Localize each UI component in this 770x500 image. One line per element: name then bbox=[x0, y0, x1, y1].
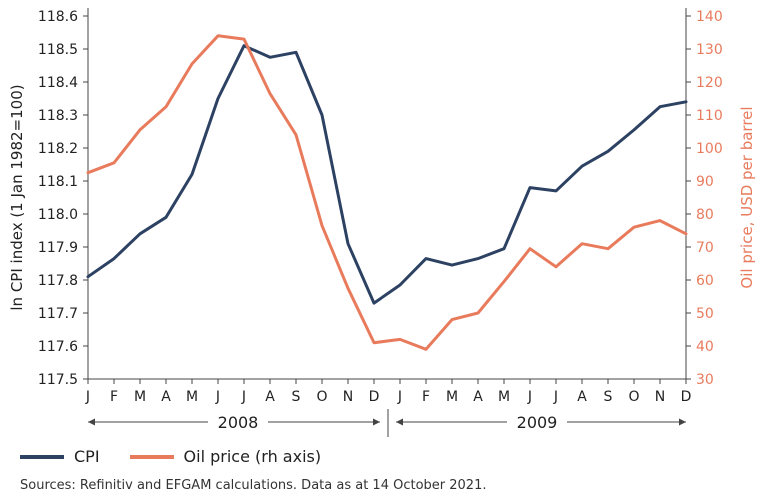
left-tick-label: 117.7 bbox=[38, 306, 78, 322]
x-tick-label: M bbox=[446, 389, 458, 405]
right-tick-label: 120 bbox=[696, 75, 723, 91]
right-tick-label: 30 bbox=[696, 372, 714, 388]
year2-arrow-left-head bbox=[396, 418, 403, 426]
right-tick-label: 40 bbox=[696, 339, 714, 355]
x-tick-label: A bbox=[161, 389, 171, 405]
legend-item-oil: Oil price (rh axis) bbox=[129, 447, 322, 466]
right-tick-label: 50 bbox=[696, 306, 714, 322]
x-tick-label: J bbox=[85, 389, 90, 405]
right-tick-label: 110 bbox=[696, 108, 723, 124]
year1-arrow-left-head bbox=[88, 418, 95, 426]
year-label-2008: 2008 bbox=[218, 413, 259, 432]
chart: 117.5 117.6 117.7 117.8 117.9 118.0 118.1 118.2… bbox=[8, 8, 756, 437]
x-tick-label: M bbox=[498, 389, 510, 405]
left-axis-title: ln CPI index (1 Jan 1982=100) bbox=[8, 84, 26, 310]
x-tick-label: J bbox=[397, 389, 402, 405]
x-tick-label: J bbox=[553, 389, 558, 405]
x-tick-label: A bbox=[473, 389, 483, 405]
left-tick-label: 118.4 bbox=[38, 75, 78, 91]
x-tick-label: J bbox=[241, 389, 246, 405]
x-tick-label: S bbox=[604, 389, 613, 405]
x-tick-label: O bbox=[316, 389, 327, 405]
x-tick-label: J bbox=[215, 389, 220, 405]
x-tick-label: F bbox=[422, 389, 430, 405]
right-tick-label: 80 bbox=[696, 207, 714, 223]
chart-axes bbox=[83, 8, 691, 437]
left-tick-label: 117.9 bbox=[38, 240, 78, 256]
left-tick-label: 117.8 bbox=[38, 273, 78, 289]
x-tick-label: N bbox=[343, 389, 353, 405]
series-line-oil bbox=[86, 34, 688, 351]
series-line-cpi bbox=[86, 44, 688, 305]
x-tick-label: F bbox=[110, 389, 118, 405]
chart-series bbox=[86, 34, 688, 351]
left-tick-label: 118.6 bbox=[38, 9, 78, 25]
chart-labels: 117.5 117.6 117.7 117.8 117.9 118.0 118.1 118.2… bbox=[8, 9, 756, 432]
left-tick-label: 117.5 bbox=[38, 372, 78, 388]
left-tick-label: 118.2 bbox=[38, 141, 78, 157]
x-tick-label: J bbox=[527, 389, 532, 405]
right-tick-label: 60 bbox=[696, 273, 714, 289]
left-tick-label: 117.6 bbox=[38, 339, 78, 355]
right-tick-label: 100 bbox=[696, 141, 723, 157]
left-tick-label: 118.5 bbox=[38, 42, 78, 58]
legend-swatch-cpi bbox=[20, 454, 64, 459]
right-tick-label: 130 bbox=[696, 42, 723, 58]
source-note: Sources: Refinitiv and EFGAM calculation… bbox=[20, 478, 487, 493]
x-tick-label: D bbox=[369, 389, 380, 405]
legend-label-oil: Oil price (rh axis) bbox=[183, 447, 322, 466]
x-tick-label: O bbox=[628, 389, 639, 405]
x-tick-label: S bbox=[292, 389, 301, 405]
right-tick-label: 140 bbox=[696, 9, 723, 25]
legend-swatch-oil bbox=[129, 454, 174, 459]
x-tick-label: M bbox=[186, 389, 198, 405]
year1-arrow-right-head bbox=[373, 418, 380, 426]
right-tick-label: 90 bbox=[696, 174, 714, 190]
year2-arrow-right-head bbox=[679, 418, 686, 426]
x-tick-label: M bbox=[134, 389, 146, 405]
x-tick-label: N bbox=[655, 389, 665, 405]
right-axis-title: Oil price, USD per barrel bbox=[738, 106, 756, 288]
left-tick-label: 118.0 bbox=[38, 207, 78, 223]
x-tick-label: A bbox=[577, 389, 587, 405]
left-tick-label: 118.1 bbox=[38, 174, 78, 190]
legend-label-cpi: CPI bbox=[74, 447, 100, 466]
legend: CPI Oil price (rh axis) bbox=[20, 447, 351, 466]
right-tick-label: 70 bbox=[696, 240, 714, 256]
left-tick-label: 118.3 bbox=[38, 108, 78, 124]
x-tick-label: A bbox=[265, 389, 275, 405]
year-label-2009: 2009 bbox=[517, 413, 558, 432]
legend-item-cpi: CPI bbox=[20, 447, 100, 466]
x-tick-label: D bbox=[681, 389, 692, 405]
